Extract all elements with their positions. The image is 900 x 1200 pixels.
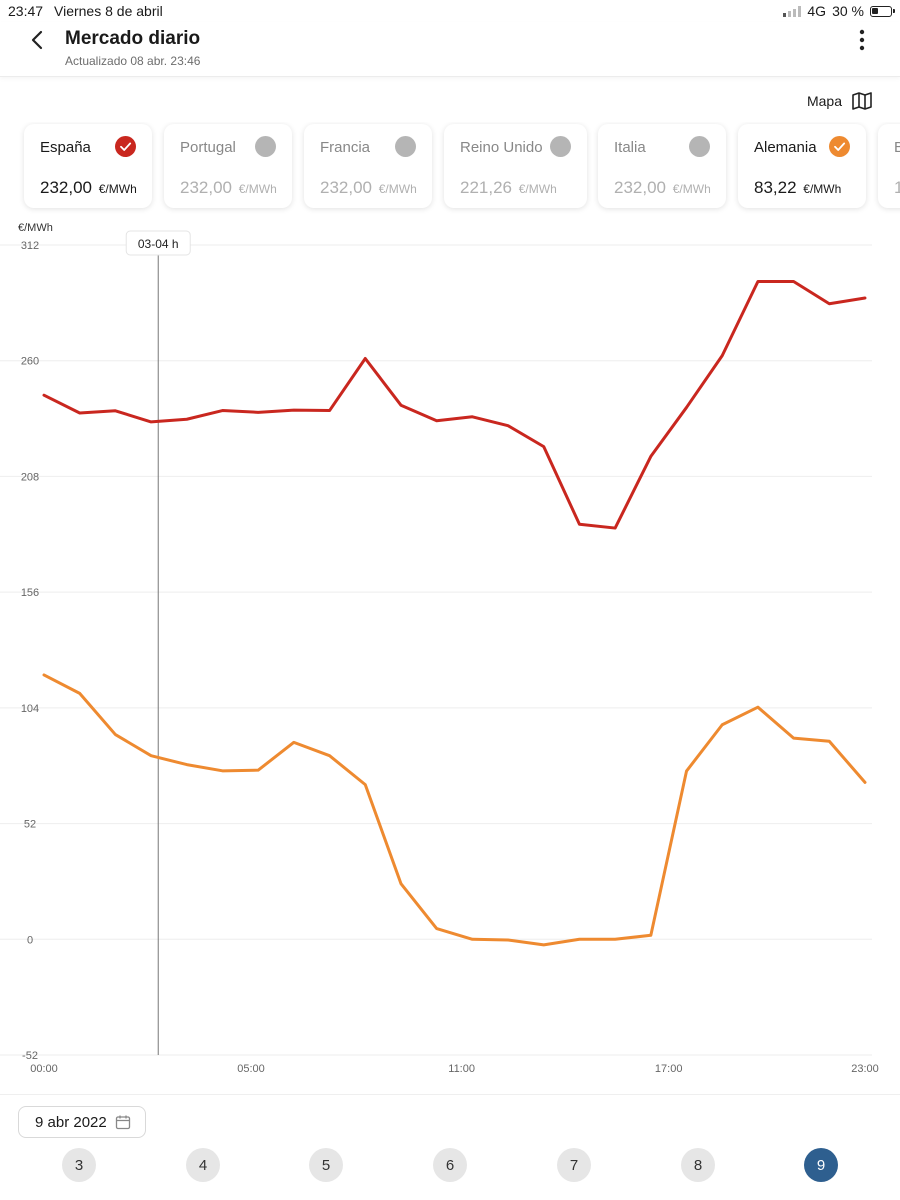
- cursor-label: 03-04 h: [138, 237, 179, 251]
- status-bar: 23:47 Viernes 8 de abril 4G 30 %: [0, 0, 900, 22]
- day-button[interactable]: 4: [186, 1148, 220, 1182]
- y-tick-label: 0: [27, 934, 33, 946]
- unselected-dot-icon: [395, 136, 416, 157]
- country-price: 232,00 €/MWh: [40, 178, 137, 197]
- country-price: 83,22 €/MWh: [754, 178, 842, 197]
- country-name: B: [894, 139, 900, 156]
- series-line-espaa: [42, 279, 867, 530]
- country-price: 232,00 €/MWh: [320, 178, 417, 197]
- battery-icon: [870, 5, 895, 17]
- app-header: Mercado diario Actualizado 08 abr. 23:46: [0, 22, 900, 77]
- country-card-partial[interactable]: B 1: [878, 124, 900, 208]
- page-title: Mercado diario: [65, 28, 201, 49]
- map-icon: [852, 92, 872, 110]
- x-tick-label: 23:00: [851, 1063, 879, 1075]
- x-tick-label: 05:00: [237, 1063, 265, 1075]
- country-card-portugal[interactable]: Portugal 232,00 €/MWh: [164, 124, 292, 208]
- divider: [0, 1094, 900, 1095]
- y-tick-label: 260: [21, 356, 39, 368]
- check-icon: [115, 136, 136, 157]
- signal-icon: [783, 5, 802, 17]
- y-tick-label: 104: [21, 703, 39, 715]
- chevron-left-icon: [31, 30, 43, 50]
- more-vertical-icon: [859, 29, 865, 51]
- country-price: 221,26 €/MWh: [460, 178, 557, 197]
- status-right: 4G 30 %: [783, 3, 895, 19]
- country-name: Francia: [320, 139, 371, 156]
- last-updated: Actualizado 08 abr. 23:46: [65, 54, 201, 68]
- country-name: Italia: [614, 139, 646, 156]
- status-date: Viernes 8 de abril: [54, 3, 163, 19]
- y-axis-unit-label: €/MWh: [18, 222, 53, 234]
- day-button[interactable]: 3: [62, 1148, 96, 1182]
- country-price: 232,00 €/MWh: [180, 178, 277, 197]
- country-name: Portugal: [180, 139, 236, 156]
- more-options-button[interactable]: [850, 28, 874, 52]
- back-button[interactable]: [26, 28, 50, 52]
- y-tick-label: 312: [21, 240, 39, 252]
- check-icon: [829, 136, 850, 157]
- country-card-italia[interactable]: Italia 232,00 €/MWh: [598, 124, 726, 208]
- country-price: 232,00 €/MWh: [614, 178, 711, 197]
- day-button[interactable]: 9: [804, 1148, 838, 1182]
- date-picker-label: 9 abr 2022: [35, 1113, 107, 1131]
- country-name: Reino Unido: [460, 139, 543, 156]
- status-time: 23:47: [8, 3, 44, 19]
- battery-label: 30 %: [832, 3, 864, 19]
- unselected-dot-icon: [255, 136, 276, 157]
- y-tick-label: 208: [21, 471, 39, 483]
- x-tick-label: 11:00: [448, 1063, 475, 1075]
- y-tick-label: -52: [22, 1050, 38, 1062]
- country-name: España: [40, 139, 91, 156]
- x-tick-label: 17:00: [655, 1063, 683, 1075]
- cursor-tooltip: [125, 230, 191, 256]
- date-picker[interactable]: 9 abr 2022: [18, 1106, 146, 1138]
- day-button[interactable]: 6: [433, 1148, 467, 1182]
- price-chart[interactable]: €/MWh 312 260 208 156 104 52 0 -52 00:00 05:00 11:0…: [0, 216, 900, 1086]
- country-price: 1: [894, 178, 900, 197]
- day-selector: 3 4 5 6 7 8 9: [0, 1148, 900, 1184]
- country-cards: España 232,00 €/MWh Portugal 232,00 €/MW…: [0, 122, 900, 214]
- country-card-reino-unido[interactable]: Reino Unido 221,26 €/MWh: [444, 124, 587, 208]
- day-button[interactable]: 7: [557, 1148, 591, 1182]
- country-card-espana[interactable]: España 232,00 €/MWh: [24, 124, 152, 208]
- day-button[interactable]: 8: [681, 1148, 715, 1182]
- unselected-dot-icon: [550, 136, 571, 157]
- map-button[interactable]: Mapa: [807, 92, 872, 110]
- unselected-dot-icon: [689, 136, 710, 157]
- country-card-alemania[interactable]: Alemania 83,22 €/MWh: [738, 124, 866, 208]
- country-card-francia[interactable]: Francia 232,00 €/MWh: [304, 124, 432, 208]
- y-tick-label: 52: [24, 819, 36, 831]
- country-name: Alemania: [754, 139, 817, 156]
- series-line-alemania: [42, 673, 867, 947]
- map-button-label: Mapa: [806, 93, 842, 109]
- day-button[interactable]: 5: [309, 1148, 343, 1182]
- x-tick-label: 00:00: [30, 1063, 58, 1075]
- network-label: 4G: [807, 3, 827, 19]
- y-tick-label: 156: [21, 587, 39, 599]
- calendar-icon: [115, 1115, 130, 1130]
